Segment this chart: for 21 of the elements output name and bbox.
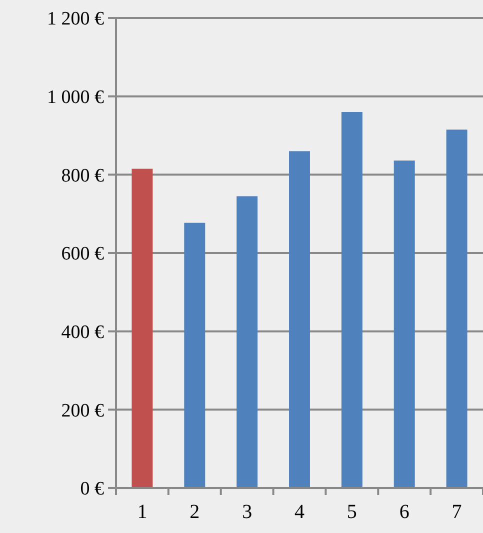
x-tick-label: 3 — [242, 501, 252, 523]
y-tick-label: 600 € — [61, 244, 104, 265]
x-tick-label: 4 — [294, 501, 304, 523]
bar — [394, 160, 415, 488]
y-tick-label: 200 € — [61, 400, 104, 422]
x-tick-label: 2 — [190, 501, 200, 523]
y-tick-label: 1 200 € — [47, 8, 104, 30]
y-tick-label: 400 € — [61, 322, 104, 343]
bar — [236, 196, 258, 488]
bar — [289, 151, 310, 488]
bar — [341, 112, 362, 488]
x-tick-label: 7 — [452, 501, 462, 523]
x-tick-label: 1 — [137, 501, 148, 523]
bar — [184, 222, 206, 488]
x-tick-label: 6 — [399, 501, 410, 523]
bar — [446, 130, 468, 488]
y-tick-label: 0 € — [80, 478, 104, 500]
x-tick-label: 5 — [346, 501, 357, 523]
y-tick-label: 800 € — [61, 165, 104, 186]
y-tick-label: 1 000 € — [47, 86, 104, 108]
bar — [132, 168, 153, 488]
